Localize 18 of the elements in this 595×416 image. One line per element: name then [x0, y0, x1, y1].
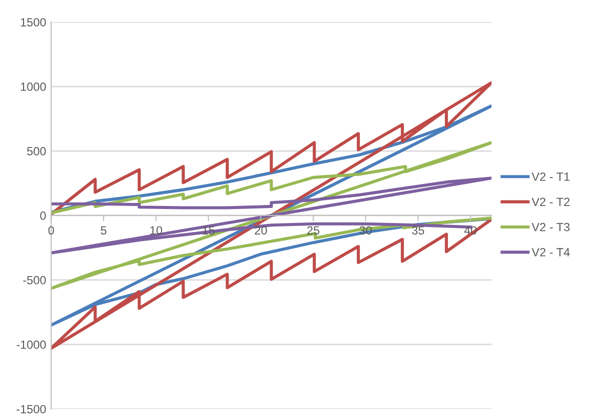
- legend-label: V2 - T1: [532, 172, 570, 181]
- y-tick-label: 1500: [20, 18, 46, 26]
- x-tick-label: 20: [254, 226, 267, 235]
- x-tick-label: 10: [150, 226, 162, 235]
- x-tick-label: 30: [360, 226, 372, 235]
- y-tick-label: -1000: [16, 340, 46, 349]
- y-tick-label: 1000: [20, 82, 46, 91]
- y-tick-label: -500: [23, 276, 46, 284]
- legend-label: V2 - T3: [532, 222, 570, 232]
- x-tick-label: 25: [307, 226, 320, 235]
- y-tick-label: 500: [27, 147, 46, 156]
- x-tick-label: 35: [412, 226, 424, 235]
- x-tick-label: 5: [100, 226, 106, 235]
- legend-label: V2 - T2: [532, 198, 570, 206]
- x-tick-label: 0: [48, 226, 54, 235]
- y-tick-label: 0: [40, 212, 46, 220]
- legend-label: V2 - T4: [532, 248, 570, 256]
- y-tick-label: -1500: [16, 404, 46, 414]
